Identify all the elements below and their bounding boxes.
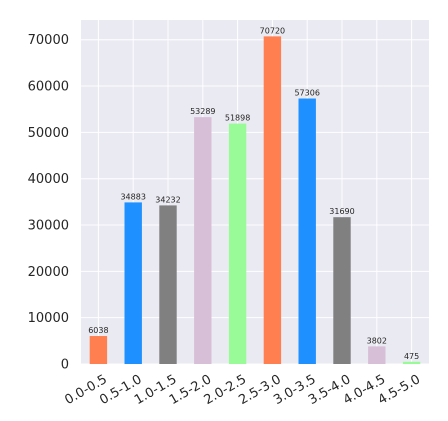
y-tick-label: 0 (61, 358, 69, 373)
bar (159, 205, 177, 364)
y-tick-label: 60000 (28, 80, 69, 95)
bar (194, 117, 212, 364)
y-tick-label: 30000 (28, 219, 69, 234)
y-tick-label: 40000 (28, 172, 69, 187)
data-labels: 6038 34883 34232 53289 51898 70720 57306 31690 3… (88, 26, 419, 360)
data-label: 51898 (225, 114, 250, 123)
bar (368, 346, 386, 364)
y-tick-label: 70000 (28, 33, 69, 48)
data-label: 475 (404, 352, 419, 361)
y-tick-label: 20000 (28, 265, 69, 280)
x-axis: 0.0-0.50.5-1.01.0-1.51.5-2.02.0-2.52.5-3… (62, 372, 423, 408)
data-label: 57306 (294, 89, 319, 98)
y-tick-label: 10000 (28, 311, 69, 326)
bars (89, 36, 421, 364)
bar (124, 202, 142, 364)
bar (263, 36, 282, 364)
bar (333, 217, 351, 364)
data-label: 34883 (120, 192, 145, 201)
bar (298, 98, 316, 364)
data-label: 53289 (190, 107, 215, 116)
y-tick-label: 50000 (28, 126, 69, 141)
y-axis: 0 10000 20000 30000 40000 50000 60000 70000 (28, 33, 69, 372)
bar (402, 361, 421, 364)
data-label: 70720 (260, 26, 285, 35)
bar (228, 123, 247, 364)
bar (89, 336, 108, 364)
data-label: 31690 (329, 207, 354, 216)
data-label: 6038 (88, 326, 108, 335)
data-label: 34232 (155, 195, 180, 204)
data-label: 3802 (367, 336, 387, 345)
